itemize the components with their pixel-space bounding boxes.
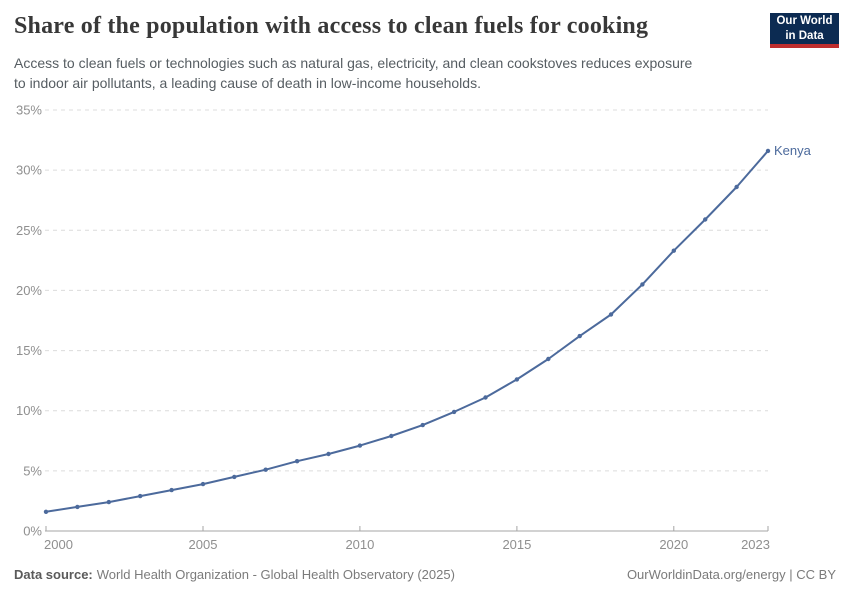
owid-logo[interactable]: Our World in Data bbox=[770, 13, 839, 48]
data-point bbox=[326, 451, 331, 457]
data-point bbox=[263, 467, 268, 472]
data-point bbox=[420, 422, 425, 428]
kenya-line bbox=[45, 149, 769, 513]
x-tick-label: 2000 bbox=[44, 537, 73, 552]
y-tick-label: 5% bbox=[23, 463, 42, 478]
y-tick-label: 25% bbox=[16, 223, 42, 238]
data-source: Data source: World Health Organization - … bbox=[14, 567, 455, 582]
data-point bbox=[451, 409, 457, 415]
chart-subtitle-line2: to indoor air pollutants, a leading caus… bbox=[14, 75, 481, 92]
y-tick-label: 30% bbox=[16, 163, 42, 178]
data-point bbox=[389, 433, 394, 439]
data-point bbox=[43, 509, 49, 514]
site-credit-link[interactable]: OurWorldinData.org/energy | CC BY bbox=[626, 567, 836, 582]
data-point bbox=[608, 312, 614, 317]
chart-subtitle-line1: Access to clean fuels or technologies su… bbox=[14, 55, 693, 71]
data-point bbox=[75, 504, 80, 510]
y-tick-label: 20% bbox=[16, 283, 42, 298]
data-source-label: Data source: bbox=[14, 567, 93, 582]
x-tick-label: 2010 bbox=[345, 537, 374, 552]
data-point bbox=[577, 333, 582, 339]
chart-subtitle: Access to clean fuels or technologies su… bbox=[14, 53, 692, 94]
owid-logo-line2: in Data bbox=[785, 29, 824, 42]
data-point bbox=[200, 481, 206, 487]
x-tick-label: 2005 bbox=[189, 537, 218, 552]
data-source-value: World Health Organization - Global Healt… bbox=[96, 567, 455, 582]
data-point bbox=[734, 184, 739, 190]
data-point bbox=[106, 499, 112, 505]
y-tick-label: 10% bbox=[16, 403, 42, 418]
data-point bbox=[294, 459, 300, 464]
data-point bbox=[546, 356, 551, 362]
y-tick-label: 15% bbox=[16, 343, 42, 358]
chart-footer: Data source: World Health Organization - … bbox=[14, 567, 836, 582]
data-point bbox=[765, 148, 771, 154]
data-point bbox=[357, 443, 363, 448]
data-point bbox=[640, 282, 645, 287]
series-label: Kenya bbox=[774, 143, 812, 158]
x-tick-label: 2023 bbox=[741, 537, 770, 552]
y-tick-label: 0% bbox=[23, 524, 42, 539]
data-point bbox=[232, 474, 237, 480]
data-point bbox=[138, 493, 143, 499]
y-tick-label: 35% bbox=[16, 103, 42, 118]
data-point bbox=[671, 248, 676, 253]
x-tick-label: 2015 bbox=[502, 537, 531, 552]
page-title: Share of the population with access to c… bbox=[14, 13, 649, 39]
owid-logo-line1: Our World bbox=[776, 15, 833, 28]
data-point bbox=[169, 487, 174, 493]
data-point bbox=[703, 217, 708, 222]
x-tick-label: 2020 bbox=[659, 537, 688, 552]
data-point bbox=[483, 395, 488, 400]
data-point bbox=[514, 377, 520, 382]
